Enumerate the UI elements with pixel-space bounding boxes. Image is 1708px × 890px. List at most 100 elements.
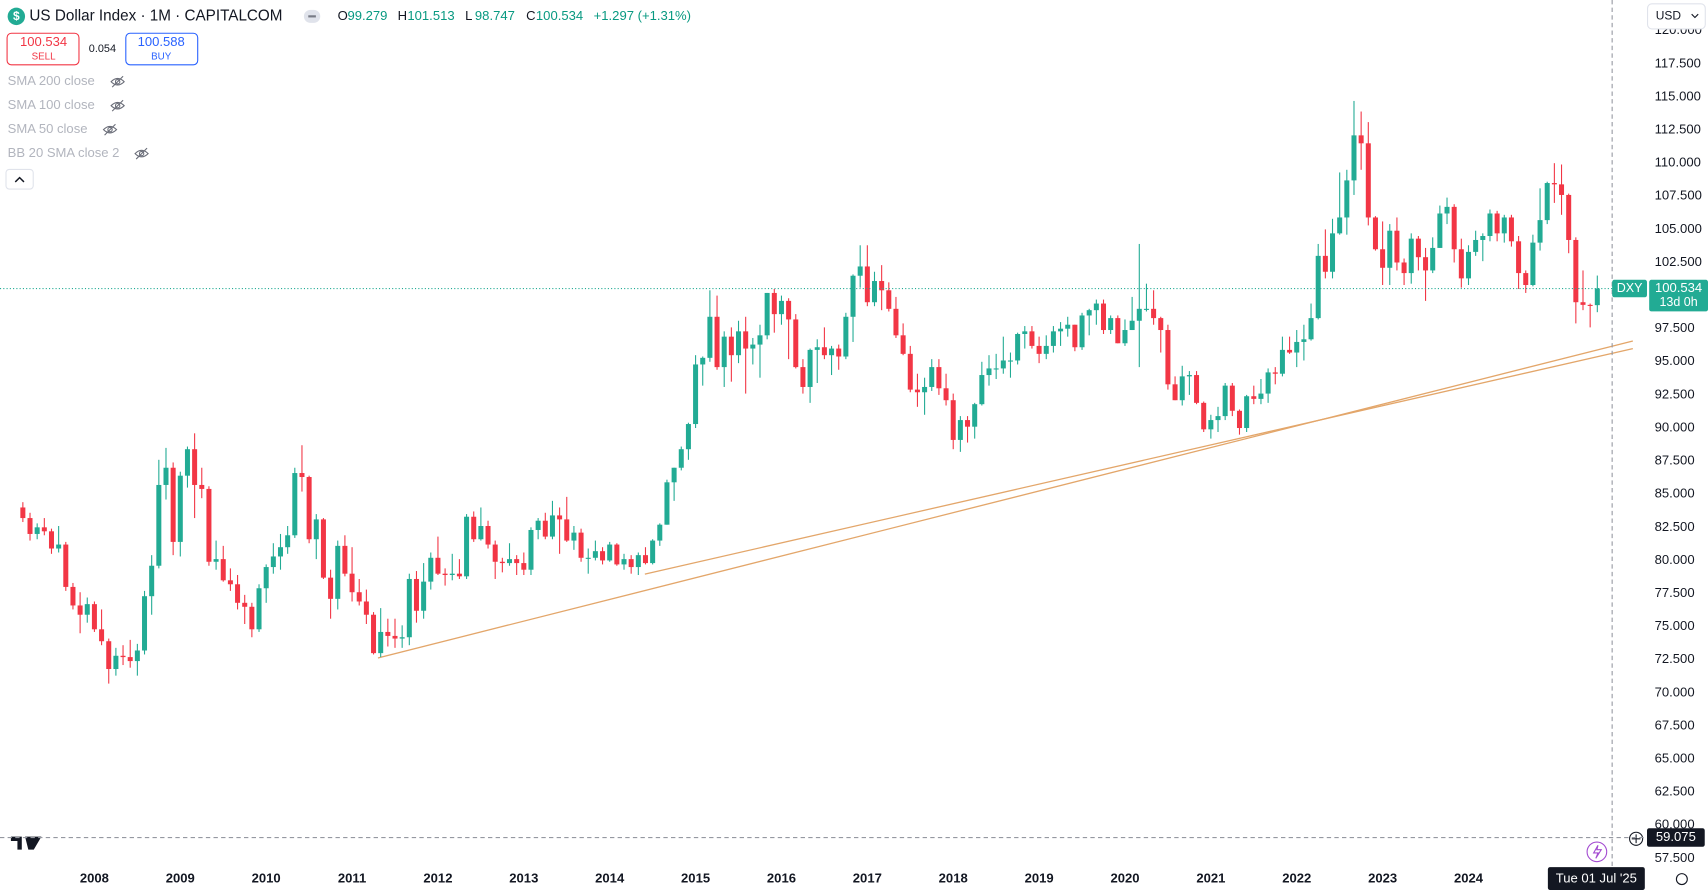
candle-body: [728, 336, 734, 356]
candle-body: [743, 331, 749, 349]
last-price: 100.534: [1655, 280, 1702, 295]
candle-body: [371, 614, 377, 654]
eye-off-icon[interactable]: [134, 147, 149, 160]
candle-body: [1573, 239, 1579, 303]
candle-body: [163, 467, 169, 485]
indicator[interactable]: BB 20 SMA close 2: [8, 145, 120, 160]
candle-body: [1408, 238, 1414, 274]
candle-body: [736, 331, 742, 356]
candle-body: [1308, 318, 1314, 340]
close-label: C: [526, 8, 535, 23]
candle-body: [385, 631, 391, 636]
y-tick-label: 107.500: [1655, 188, 1702, 203]
candle-body: [585, 557, 591, 559]
indicator[interactable]: SMA 50 close: [8, 121, 88, 136]
candle-body: [535, 520, 541, 530]
candle-body: [857, 266, 863, 276]
candle-body: [1523, 273, 1529, 285]
candle-body: [1115, 318, 1121, 344]
candle-body: [986, 368, 992, 376]
candle-body: [528, 529, 534, 570]
candle-body: [142, 596, 148, 651]
candle-body: [564, 519, 570, 541]
chart-title[interactable]: US Dollar Index · 1M · CAPITALCOM: [29, 7, 282, 24]
currency-button[interactable]: [1647, 3, 1706, 30]
candle-body: [1050, 331, 1056, 346]
eye-off-icon[interactable]: [110, 99, 125, 112]
candle-body: [542, 520, 548, 537]
candle-body: [84, 604, 90, 615]
candle-body: [1551, 183, 1557, 185]
candle-body: [1344, 180, 1350, 218]
crosshair-date: Tue 01 Jul '25: [1556, 871, 1637, 886]
status-pill-dash: [308, 15, 316, 18]
candle-body: [363, 601, 369, 615]
candle-body: [1186, 375, 1192, 377]
symbol-icon[interactable]: [7, 7, 26, 26]
y-tick-label: 90.000: [1655, 419, 1695, 434]
x-tick-label: 2014: [595, 871, 625, 886]
logo[interactable]: [10, 836, 42, 850]
candle-body: [750, 344, 756, 349]
buy-button[interactable]: [125, 32, 199, 66]
price-axis: 57.500 60.000 62.500 65.000 67.500 70.000 72.5…: [1655, 22, 1702, 865]
candle-body: [1258, 393, 1264, 399]
y-tick-label: 67.500: [1655, 717, 1695, 732]
trend-line[interactable]: [644, 347, 1633, 575]
candle-body: [48, 531, 54, 549]
candle-body: [693, 364, 699, 425]
eye-off-icon[interactable]: [110, 75, 125, 88]
lightning-icon: [1592, 845, 1603, 859]
candle-body: [950, 400, 956, 440]
candle-body: [1516, 241, 1522, 274]
y-tick-label: 92.500: [1655, 386, 1695, 401]
lightning-button[interactable]: [1586, 841, 1608, 863]
candle-body: [507, 559, 513, 564]
candle-body: [1580, 302, 1586, 305]
candle-body: [764, 292, 770, 336]
currency: USD: [1656, 9, 1682, 23]
candle-body: [685, 424, 691, 450]
candle-body: [1043, 345, 1049, 354]
y-tick-label: 85.000: [1655, 486, 1695, 501]
indicator[interactable]: SMA 100 close: [8, 97, 95, 112]
candle-body: [571, 532, 577, 541]
candle-body: [1029, 331, 1035, 346]
candle-body: [714, 316, 720, 368]
add-alert-plus: [1631, 834, 1641, 844]
candle-body: [1544, 183, 1550, 221]
candle-body: [1365, 143, 1371, 218]
eye-off-icon[interactable]: [102, 123, 118, 136]
trend-line[interactable]: [377, 340, 1633, 659]
candle-body: [1079, 315, 1085, 348]
candle-body: [1201, 402, 1207, 430]
candle-body: [1072, 324, 1078, 348]
x-tick-label: 2019: [1025, 871, 1054, 886]
candle-body: [449, 573, 455, 576]
collapse-button[interactable]: [5, 168, 34, 190]
indicator[interactable]: SMA 200 close: [8, 73, 95, 88]
candle-body: [413, 578, 419, 611]
candle-body: [1494, 213, 1500, 234]
candle-body: [270, 556, 276, 568]
candle-body: [879, 281, 885, 291]
candle-body: [707, 316, 713, 358]
buy-price: 100.588: [138, 34, 185, 49]
candle-body: [1444, 206, 1450, 214]
candle-body: [27, 518, 33, 534]
price-tag: [1649, 279, 1708, 312]
candle-body: [1372, 217, 1378, 250]
candle-body: [650, 540, 656, 564]
sell-button[interactable]: [6, 32, 80, 66]
low-value: 98.747: [475, 8, 515, 23]
candle-body: [1487, 213, 1493, 237]
candle-body: [1294, 341, 1300, 353]
high-label: H: [398, 8, 407, 23]
candle-body: [1473, 239, 1479, 252]
candle-body: [91, 604, 97, 630]
add-alert-icon[interactable]: [1629, 831, 1644, 846]
x-tick-label: 2009: [166, 871, 195, 886]
candle-body: [428, 557, 434, 582]
settings-icon[interactable]: [1675, 873, 1688, 886]
candle-body: [285, 535, 291, 548]
